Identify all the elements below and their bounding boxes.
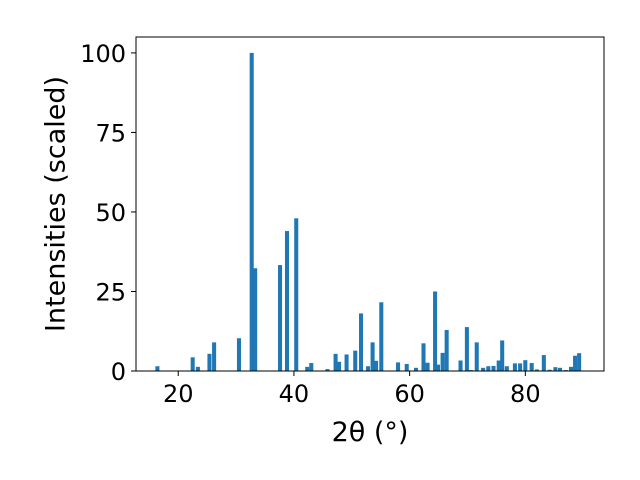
bar: [491, 365, 496, 371]
bar: [396, 362, 401, 371]
bar: [325, 369, 330, 371]
bar: [212, 342, 217, 371]
bar: [464, 327, 469, 371]
y-tick-label: 25: [95, 278, 126, 306]
bar: [458, 360, 463, 371]
bar: [421, 343, 426, 371]
bar: [305, 366, 310, 371]
bar: [444, 329, 449, 371]
bar: [569, 366, 574, 371]
bar: [379, 302, 384, 371]
bar: [518, 363, 523, 371]
bar: [365, 366, 370, 371]
bars-group: [155, 52, 582, 372]
bar: [294, 218, 299, 371]
bar: [500, 340, 505, 371]
bar: [236, 338, 241, 371]
bar: [486, 366, 491, 371]
y-tick-label: 100: [80, 40, 126, 68]
bar: [195, 366, 200, 371]
bar: [337, 361, 342, 371]
bar: [333, 353, 338, 371]
x-tick-label: 60: [394, 380, 425, 408]
bar: [190, 357, 195, 371]
bar: [284, 231, 290, 371]
y-tick-label: 75: [95, 119, 126, 147]
bar: [253, 268, 258, 371]
bar: [541, 355, 546, 371]
bar: [481, 367, 486, 371]
bar: [558, 367, 563, 371]
bar: [512, 363, 517, 371]
x-tick-label: 80: [510, 380, 541, 408]
bar: [435, 364, 440, 371]
bar: [370, 342, 375, 371]
bar: [529, 363, 534, 371]
y-ticks-group: 0 25 50 75 100: [80, 40, 136, 386]
bar: [474, 342, 479, 371]
bar: [425, 362, 430, 371]
bar: [374, 360, 379, 371]
x-tick-label: 20: [163, 380, 194, 408]
bar: [433, 291, 438, 371]
bar: [547, 369, 552, 371]
bar: [249, 52, 254, 372]
bar: [413, 367, 419, 371]
plot-frame: [135, 36, 605, 372]
x-axis-label: 2θ (°): [332, 417, 409, 448]
bar: [207, 353, 212, 371]
bar: [155, 366, 160, 371]
bar: [496, 360, 501, 371]
bar: [440, 352, 445, 371]
x-tick-label: 40: [279, 380, 310, 408]
y-axis-label: Intensities (scaled): [41, 76, 72, 332]
bar: [553, 367, 558, 371]
bar: [573, 355, 578, 371]
bar: [523, 360, 528, 371]
bar: [278, 265, 283, 371]
bar: [309, 363, 314, 371]
bar: [534, 369, 539, 371]
bar: [344, 354, 349, 371]
y-tick-label: 50: [95, 199, 126, 227]
bar: [504, 366, 509, 371]
bar: [359, 313, 364, 371]
bar: [577, 353, 582, 371]
bar: [404, 364, 409, 371]
bar: [353, 350, 358, 371]
y-tick-label: 0: [111, 358, 126, 386]
x-ticks-group: 20 40 60 80: [163, 371, 541, 408]
